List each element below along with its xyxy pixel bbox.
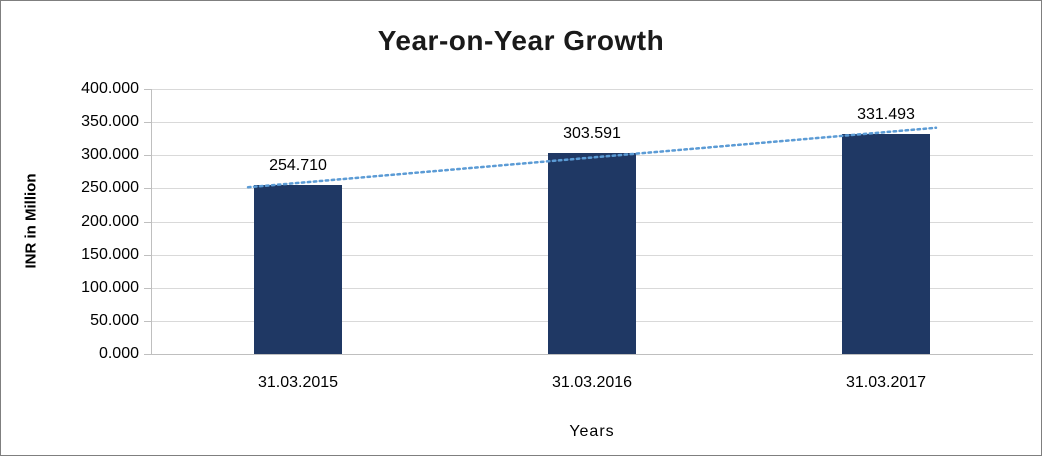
y-tick-label: 200.000 <box>81 212 139 230</box>
x-axis-title: Years <box>569 423 615 440</box>
y-tick-label: 50.000 <box>90 311 139 329</box>
y-tick-mark <box>144 89 151 90</box>
y-tick-label: 250.000 <box>81 179 139 197</box>
y-tick-mark <box>144 354 151 355</box>
chart-title: Year-on-Year Growth <box>377 25 665 56</box>
y-tick-mark <box>144 188 151 190</box>
y-tick-mark <box>144 320 151 322</box>
x-tick-label: 31.03.2017 <box>845 374 927 391</box>
y-tick-label: 350.000 <box>81 113 139 131</box>
bar-value-label: 254.710 <box>269 157 327 175</box>
gridline <box>151 89 1033 90</box>
x-axis-line <box>151 354 1033 355</box>
y-tick-mark <box>144 122 151 124</box>
bar-value-label: 303.591 <box>563 124 621 142</box>
y-tick-mark <box>144 155 151 157</box>
y-tick-label: 150.000 <box>81 245 139 263</box>
bar-31.03.2017 <box>842 134 930 354</box>
y-axis-title: INR in Million <box>22 173 40 269</box>
y-axis-line <box>151 89 152 354</box>
y-tick-mark <box>144 287 151 289</box>
y-tick-label: 0.000 <box>98 345 139 362</box>
x-tick-label: 31.03.2016 <box>551 374 633 391</box>
bar-31.03.2016 <box>548 152 636 354</box>
y-tick-label: 300.000 <box>81 146 139 164</box>
y-tick-label: 100.000 <box>81 278 139 296</box>
bar-value-label: 331.493 <box>857 106 915 124</box>
y-tick-label: 400.000 <box>81 80 139 97</box>
x-tick-label: 31.03.2015 <box>257 374 339 391</box>
y-tick-mark <box>144 221 151 223</box>
bar-31.03.2015 <box>254 185 342 354</box>
gridline <box>151 122 1033 124</box>
y-tick-mark <box>144 254 151 256</box>
